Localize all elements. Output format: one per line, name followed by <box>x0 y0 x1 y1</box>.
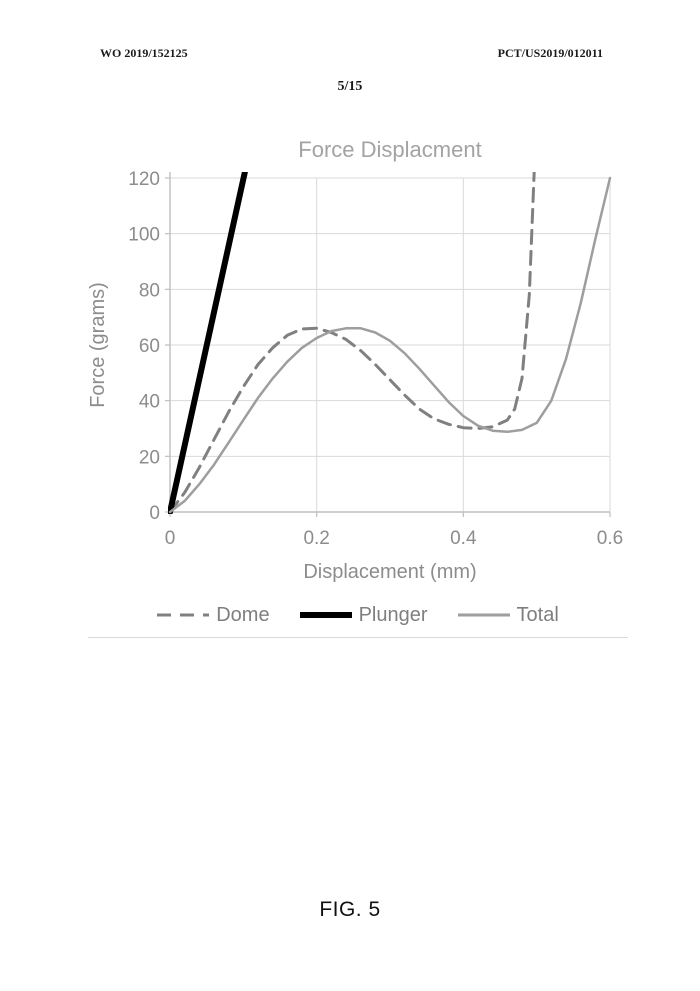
legend-item-dome: Dome <box>157 603 270 627</box>
y-tick-label: 20 <box>139 447 160 468</box>
y-tick-labels: 0 20 40 60 80 100 120 <box>128 169 160 524</box>
force-displacement-chart: 0 20 40 60 80 100 120 0 0.2 0.4 0.6 Force Displac… <box>87 137 624 583</box>
application-number: PCT/US2019/012011 <box>497 46 603 60</box>
legend-item-plunger: Plunger <box>299 603 428 627</box>
x-axis-label: Displacement (mm) <box>303 561 476 583</box>
y-tick-label: 60 <box>139 336 160 357</box>
legend-label-total: Total <box>516 603 559 626</box>
series-line-dome <box>168 172 536 514</box>
y-tick-label: 120 <box>128 169 160 190</box>
series-lines <box>168 172 612 514</box>
x-tick-label: 0.6 <box>597 528 623 549</box>
y-tick-label: 40 <box>139 392 160 413</box>
legend-label-plunger: Plunger <box>358 603 428 626</box>
y-axis-label: Force (grams) <box>88 282 109 408</box>
chart-figure: 0 20 40 60 80 100 120 0 0.2 0.4 0.6 Force Displac… <box>87 132 628 638</box>
chart-legend: Dome Plunger Total <box>88 601 628 629</box>
series-line-total <box>168 176 612 514</box>
x-tick-label: 0 <box>165 528 176 549</box>
gridlines <box>170 177 611 512</box>
legend-sample-line-total <box>457 613 510 617</box>
x-tick-label: 0.4 <box>450 528 477 549</box>
x-tick-label: 0.2 <box>303 528 329 549</box>
figure-caption: FIG. 5 <box>319 898 381 921</box>
legend-sample-line-plunger <box>299 612 352 618</box>
y-tick-label: 80 <box>139 280 160 301</box>
legend-item-total: Total <box>457 603 559 627</box>
sheet-number: 5/15 <box>337 79 363 94</box>
legend-sample-line-dome <box>157 613 210 617</box>
legend-label-dome: Dome <box>216 603 270 626</box>
chart-title: Force Displacment <box>298 137 481 162</box>
y-tick-label: 100 <box>128 225 160 246</box>
chart-frame-bottom-line <box>88 637 628 638</box>
publication-number: WO 2019/152125 <box>100 46 188 60</box>
axes <box>169 172 610 513</box>
y-tick-label: 0 <box>149 503 160 524</box>
series-line-plunger <box>168 172 248 514</box>
x-tick-labels: 0 0.2 0.4 0.6 <box>165 528 624 549</box>
